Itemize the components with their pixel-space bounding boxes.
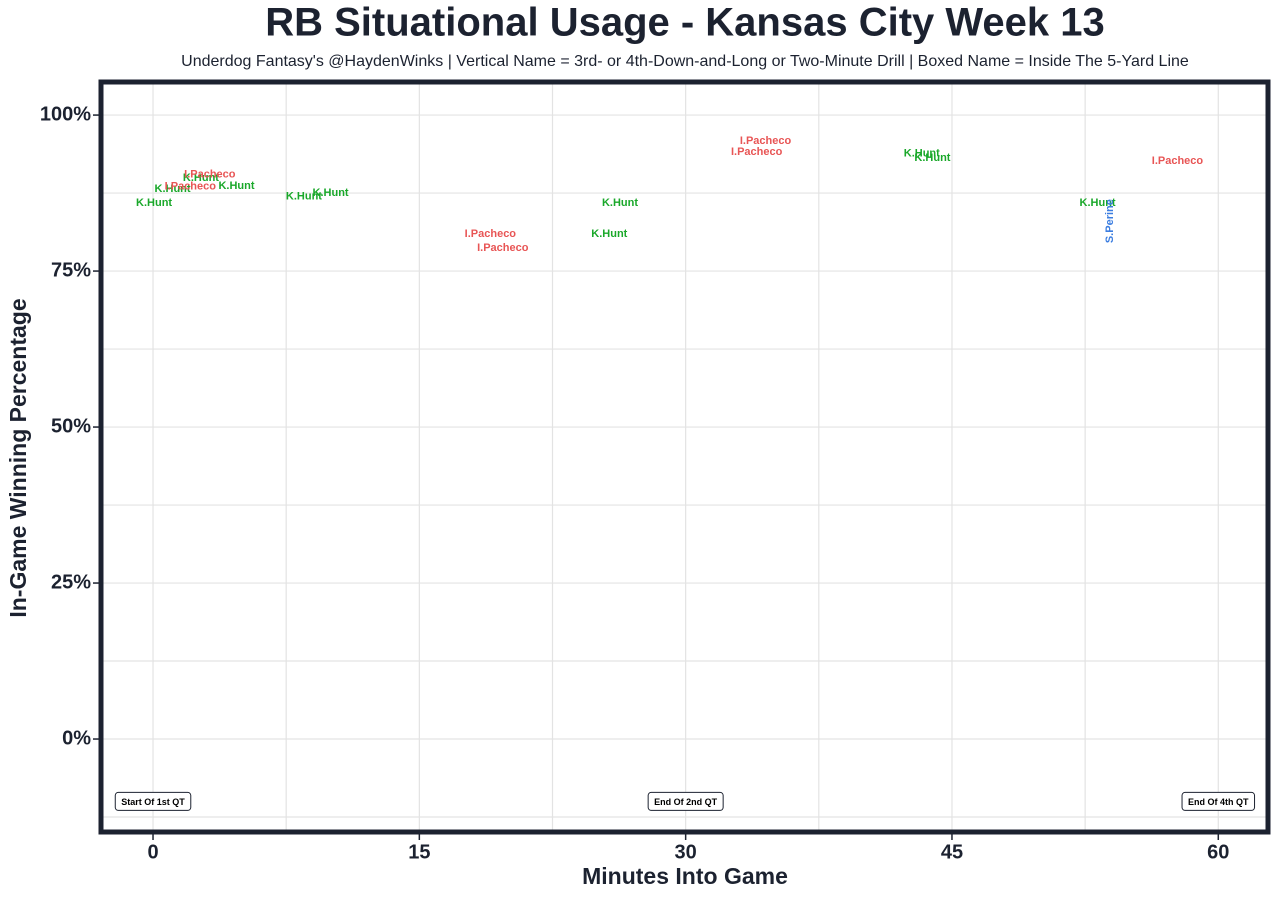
y-tick-label: 50% [51,415,91,437]
player-label: K.Hunt [155,183,191,195]
x-axis-label: Minutes Into Game [582,863,788,889]
player-label: K.Hunt [591,228,627,240]
player-label: I.Pacheco [184,168,236,180]
player-label: K.Hunt [1080,197,1116,209]
x-tick-label: 60 [1207,841,1229,863]
annotation-box [647,791,724,811]
x-tick-label: 30 [675,841,697,863]
annotation: Start Of 1st QT [121,797,185,807]
player-label: I.Pacheco [731,146,783,158]
player-label: K.Hunt [904,148,940,160]
player-label: I.Pacheco [165,181,217,193]
grid [101,82,1268,832]
player-label: K.Hunt [313,187,349,199]
annotation: End Of 2nd QT [654,797,717,807]
plot-border [98,79,1271,835]
x-tick-label: 0 [147,841,158,863]
y-tick-label: 25% [51,571,91,593]
y-tick-label: 75% [51,259,91,281]
y-axis-label: In-Game Winning Percentage [5,298,31,617]
player-label: K.Hunt [136,197,172,209]
player-label: K.Hunt [286,191,322,203]
player-label: I.Pacheco [740,135,792,147]
y-tick-label: 100% [40,103,91,125]
x-tick-label: 15 [408,841,430,863]
player-label: K.Hunt [602,197,638,209]
marks: K.HuntK.HuntK.HuntK.HuntK.HuntK.HuntK.Hu… [114,135,1256,811]
annotation-box [114,791,192,811]
annotation: End Of 4th QT [1188,797,1249,807]
player-label: I.Pacheco [477,242,529,254]
y-tick-label: 0% [62,727,91,749]
chart-subtitle: Underdog Fantasy's @HaydenWinks | Vertic… [181,53,1189,70]
x-tick-label: 45 [941,841,963,863]
player-label: I.Pacheco [465,228,517,240]
player-label: K.Hunt [914,152,950,164]
player-label: K.Hunt [218,180,254,192]
annotation-box [1181,791,1256,811]
chart-title: RB Situational Usage - Kansas City Week … [265,1,1105,45]
player-label: I.Pacheco [1152,155,1204,167]
player-label: K.Hunt [183,172,219,184]
player-label: S.Perine [1104,199,1116,243]
